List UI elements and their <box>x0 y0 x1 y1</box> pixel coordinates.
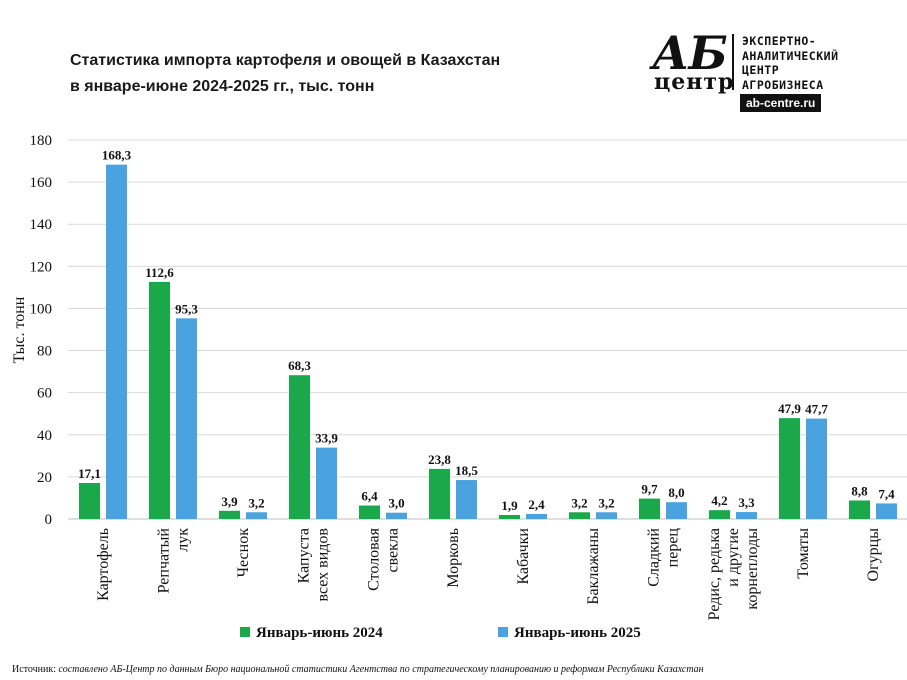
x-tick-label: Морковь <box>445 528 462 588</box>
source-note: Источник: составлено АБ-Центр по данным … <box>12 664 704 675</box>
logo-divider <box>732 34 734 90</box>
bar-2024 <box>219 510 240 519</box>
chart-title: Статистика импорта картофеля и овощей в … <box>70 48 590 100</box>
bar-2024 <box>79 482 100 519</box>
bar-chart: 0 20 40 60 80 100 120 140 160 180 Тыс. тонн 17,1 168… <box>11 133 907 620</box>
bar-2024 <box>569 512 590 519</box>
x-tick-label: Сладкий перец <box>646 528 682 587</box>
bar-2024 <box>149 281 170 519</box>
data-label: 4,2 <box>711 493 727 508</box>
bar-2024 <box>709 510 730 519</box>
bar-2025 <box>316 447 337 519</box>
legend-label-2025: Январь-июнь 2025 <box>514 625 641 641</box>
data-label: 23,8 <box>428 452 451 467</box>
y-axis-label: Тыс. тонн <box>11 296 28 363</box>
data-label: 7,4 <box>878 486 895 501</box>
data-label: 3,0 <box>388 496 404 511</box>
data-label: 8,0 <box>668 485 684 500</box>
bar-2025 <box>806 418 827 519</box>
y-tick-label: 80 <box>37 344 52 360</box>
bar-2025 <box>666 502 687 519</box>
y-tick-label: 140 <box>30 217 53 233</box>
y-tick-label: 160 <box>30 175 53 191</box>
data-label: 95,3 <box>175 301 198 316</box>
data-label: 112,6 <box>145 265 174 280</box>
x-tick-label: Баклажаны <box>585 528 602 605</box>
logo-text-line: АГРОБИЗНЕСА <box>742 77 824 92</box>
bar-2024 <box>289 375 310 519</box>
data-label: 3,9 <box>221 494 238 509</box>
data-label: 33,9 <box>315 431 338 446</box>
data-label: 1,9 <box>501 498 518 513</box>
legend-swatch-2024 <box>240 627 250 637</box>
data-label: 168,3 <box>102 148 132 163</box>
source-label: Источник: <box>12 664 57 675</box>
data-label: 17,1 <box>78 466 101 481</box>
bar-2025 <box>386 512 407 519</box>
x-tick-label: Кабачки <box>515 528 532 585</box>
bar-2024 <box>779 418 800 519</box>
data-label: 6,4 <box>361 489 378 504</box>
logo-text-line: ЦЕНТР <box>742 63 780 77</box>
bar-2024 <box>849 500 870 519</box>
bar-2025 <box>876 503 897 519</box>
data-label: 68,3 <box>288 358 311 373</box>
data-label: 47,7 <box>805 402 828 417</box>
x-tick-label: Огурцы <box>865 528 882 582</box>
y-tick-label: 120 <box>30 259 53 275</box>
data-label: 3,3 <box>738 495 755 510</box>
data-label: 3,2 <box>248 495 264 510</box>
logo-text-line: АНАЛИТИЧЕСКИЙ <box>742 48 839 63</box>
x-tick-label: Репчатый лук <box>156 528 192 594</box>
bar-2025 <box>736 512 757 519</box>
y-tick-label: 180 <box>30 133 53 149</box>
data-label: 18,5 <box>455 463 478 478</box>
bar-2025 <box>246 512 267 519</box>
data-label: 9,7 <box>641 482 658 497</box>
y-tick-label: 0 <box>45 512 53 528</box>
bar-2025 <box>456 480 477 519</box>
bar-2024 <box>429 468 450 519</box>
ab-centre-logo: АБ центр ЭКСПЕРТНО- АНАЛИТИЧЕСКИЙ ЦЕНТР … <box>652 30 892 114</box>
x-tick-label: Картофель <box>95 528 112 601</box>
legend-label-2024: Январь-июнь 2024 <box>256 625 383 641</box>
y-tick-label: 60 <box>37 386 52 402</box>
data-label: 47,9 <box>778 401 801 416</box>
data-label: 3,2 <box>598 495 614 510</box>
x-tick-label: Томаты <box>795 528 812 579</box>
legend-item-2024: Январь-июнь 2024 <box>240 625 383 642</box>
chart-title-line1: Статистика импорта картофеля и овощей в … <box>70 52 501 69</box>
logo-text-line: ЭКСПЕРТНО- <box>742 34 817 48</box>
legend-item-2025: Январь-июнь 2025 <box>498 625 641 642</box>
y-tick-label: 20 <box>37 470 52 486</box>
x-tick-label: Чеснок <box>235 528 252 578</box>
bar-2024 <box>499 514 520 519</box>
x-tick-label: Столовая свекла <box>366 527 402 590</box>
bar-2025 <box>526 513 547 519</box>
bar-2025 <box>596 512 617 519</box>
bar-2025 <box>106 164 127 519</box>
logo-site: ab-centre.ru <box>740 94 822 112</box>
x-tick-label: Редис, редька и другие корнеплоды <box>706 528 761 620</box>
logo-sub: центр <box>654 69 735 95</box>
source-text: составлено АБ-Центр по данным Бюро нацио… <box>58 664 704 675</box>
data-label: 2,4 <box>528 497 545 512</box>
bar-2024 <box>639 498 660 519</box>
bar-2025 <box>176 318 197 519</box>
bar-2024 <box>359 505 380 519</box>
logo-text: ЭКСПЕРТНО- АНАЛИТИЧЕСКИЙ ЦЕНТР АГРОБИЗНЕ… <box>742 34 839 92</box>
data-label: 8,8 <box>851 483 868 498</box>
data-label: 3,2 <box>571 495 587 510</box>
chart-title-line2: в январе-июне 2024-2025 гг., тыс. тонн <box>70 78 375 95</box>
x-tick-label: Капуста всех видов <box>296 528 332 602</box>
y-tick-label: 100 <box>30 301 53 317</box>
y-tick-label: 40 <box>37 428 52 444</box>
legend-swatch-2025 <box>498 627 508 637</box>
logo-mark: АБ <box>652 26 728 80</box>
